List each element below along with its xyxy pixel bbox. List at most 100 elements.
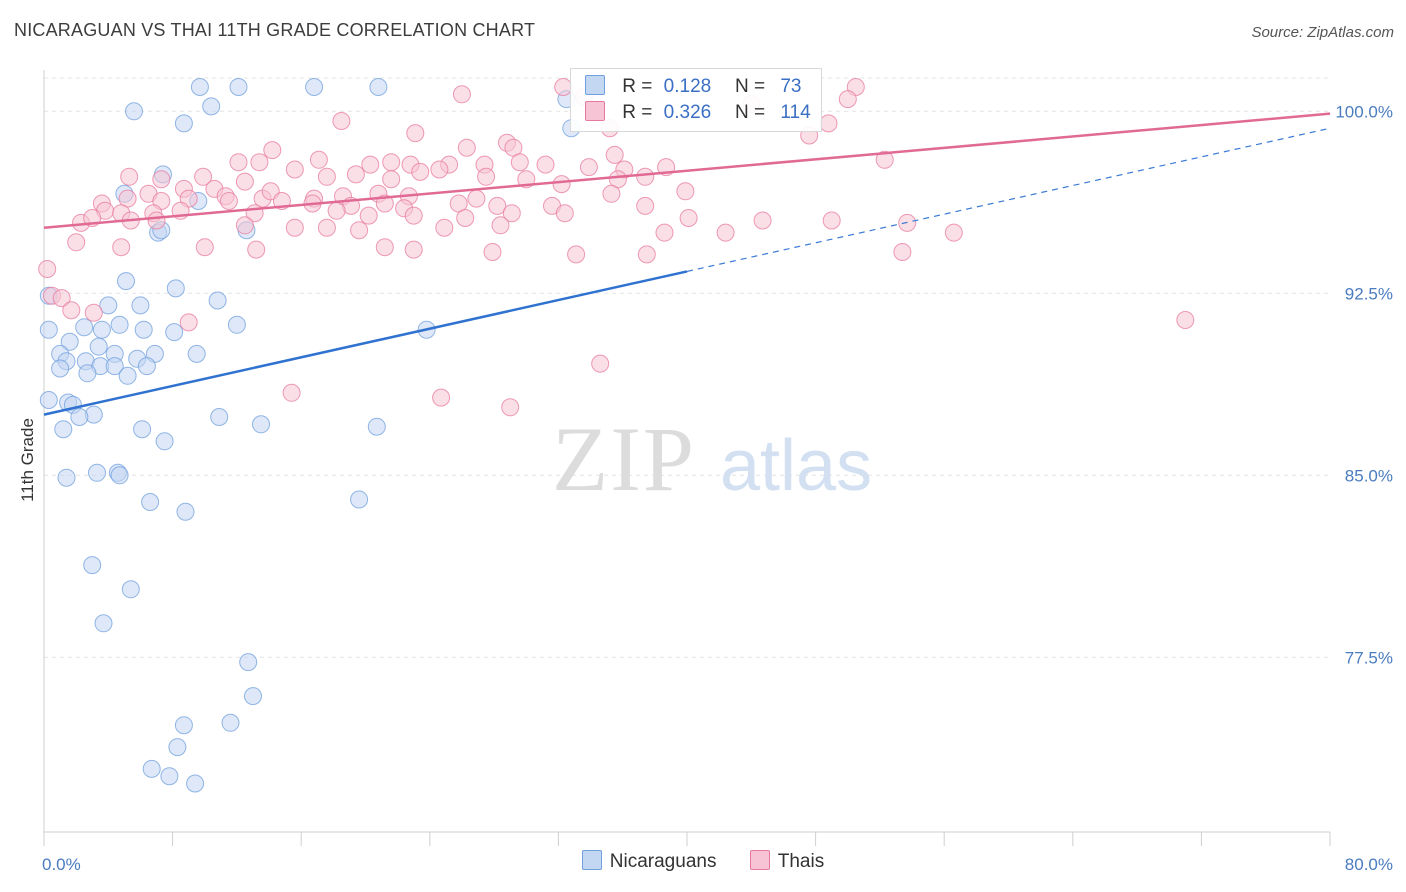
data-point-thais (591, 354, 610, 373)
data-point-thais (435, 218, 454, 237)
data-point-thais (838, 90, 857, 109)
data-point-nicaraguans (57, 468, 76, 487)
data-point-nicaraguans (367, 417, 386, 436)
y-tick-label: 92.5% (1345, 284, 1393, 303)
data-point-nicaraguans (94, 614, 113, 633)
data-point-thais (655, 223, 674, 242)
data-point-thais (285, 160, 304, 179)
watermark: ZIP atlas (552, 408, 872, 510)
data-point-thais (875, 150, 894, 169)
data-point-thais (602, 184, 621, 203)
data-point-nicaraguans (83, 556, 102, 575)
trend-layer (43, 112, 1331, 416)
data-point-thais (112, 238, 131, 257)
legend-item-nicaraguans[interactable]: Nicaraguans (581, 850, 717, 873)
data-point-thais (819, 114, 838, 133)
data-point-nicaraguans (186, 774, 205, 793)
data-point-nicaraguans (131, 296, 150, 315)
legend-r-label: R = (622, 102, 653, 123)
data-point-thais (219, 192, 238, 210)
data-point-nicaraguans (75, 318, 94, 337)
data-point-nicaraguans (39, 391, 58, 409)
data-point-nicaraguans (118, 366, 137, 385)
data-point-nicaraguans (155, 432, 174, 451)
data-point-thais (536, 155, 555, 174)
legend-n-label: N = (734, 76, 766, 97)
data-point-nicaraguans (252, 415, 270, 434)
data-point-thais (483, 243, 502, 261)
data-point-nicaraguans (202, 97, 221, 116)
data-point-nicaraguans (92, 320, 111, 339)
data-point-thais (456, 209, 475, 227)
data-point-thais (282, 383, 301, 402)
data-point-nicaraguans (166, 279, 185, 298)
data-point-nicaraguans (99, 296, 118, 315)
data-point-thais (822, 211, 841, 230)
data-point-nicaraguans (174, 716, 193, 735)
data-point-nicaraguans (51, 359, 70, 378)
data-point-thais (552, 175, 571, 194)
data-point-thais (637, 245, 656, 264)
data-point-nicaraguans (142, 759, 161, 778)
data-point-nicaraguans (134, 320, 153, 339)
data-point-thais (501, 398, 520, 417)
data-point-thais (510, 153, 529, 172)
data-point-thais (375, 238, 394, 257)
data-point-thais (247, 240, 266, 259)
data-point-nicaraguans (141, 493, 160, 511)
data-point-thais (382, 170, 401, 189)
legend-item-thais[interactable]: Thais (749, 850, 825, 873)
data-point-thais (52, 289, 71, 308)
data-point-nicaraguans (88, 463, 106, 482)
legend-r-label: R = (622, 76, 653, 97)
data-point-nicaraguans (229, 78, 248, 96)
trend-line-thais (43, 112, 1331, 229)
data-point-thais (605, 145, 624, 164)
data-point-thais (893, 243, 912, 261)
data-point-thais (285, 218, 304, 237)
data-point-thais (235, 172, 254, 191)
data-point-nicaraguans (60, 332, 79, 351)
points-layer (38, 78, 1195, 793)
data-point-thais (120, 167, 139, 186)
data-point-thais (359, 206, 378, 225)
data-point-thais (457, 138, 476, 157)
legend-swatch-blue (585, 75, 605, 95)
data-point-nicaraguans (168, 738, 187, 757)
data-point-thais (679, 209, 698, 227)
data-point-thais (84, 303, 103, 322)
x-tick-label-max: 80.0% (1345, 855, 1393, 874)
chart-title: NICARAGUAN VS THAI 11TH GRADE CORRELATIO… (14, 20, 536, 40)
data-point-thais (317, 167, 336, 186)
data-point-nicaraguans (121, 580, 140, 599)
data-point-thais (944, 223, 963, 242)
data-point-nicaraguans (221, 713, 240, 732)
data-point-nicaraguans (105, 357, 124, 376)
data-point-nicaraguans (78, 364, 97, 383)
legend-n-label: N = (734, 102, 766, 123)
data-point-nicaraguans (137, 357, 156, 376)
data-point-nicaraguans (210, 408, 229, 426)
legend-swatch-pink (585, 101, 605, 121)
data-point-thais (432, 388, 451, 407)
data-point-nicaraguans (369, 78, 388, 96)
data-point-nicaraguans (176, 502, 195, 521)
data-point-thais (555, 204, 574, 223)
watermark-atlas: atlas (720, 426, 872, 506)
series-nicaraguans (39, 78, 581, 793)
legend-label-nicaraguans: Nicaraguans (609, 851, 717, 872)
x-tick-label-min: 0.0% (42, 855, 81, 874)
data-point-thais (636, 196, 655, 215)
data-point-nicaraguans (187, 344, 206, 363)
legend-label-thais: Thais (777, 851, 825, 872)
axis-layer (43, 70, 1330, 833)
data-point-thais (62, 301, 81, 320)
label-layer: 0.0% 80.0% 11th Grade 100.0% 92.5% 85.0% 77… (18, 102, 1393, 874)
y-axis-title: 11th Grade (18, 418, 37, 502)
data-point-thais (452, 85, 471, 104)
data-point-thais (38, 260, 57, 278)
y-tick-label: 100.0% (1335, 102, 1393, 121)
data-point-thais (579, 158, 598, 177)
data-point-thais (147, 211, 166, 230)
